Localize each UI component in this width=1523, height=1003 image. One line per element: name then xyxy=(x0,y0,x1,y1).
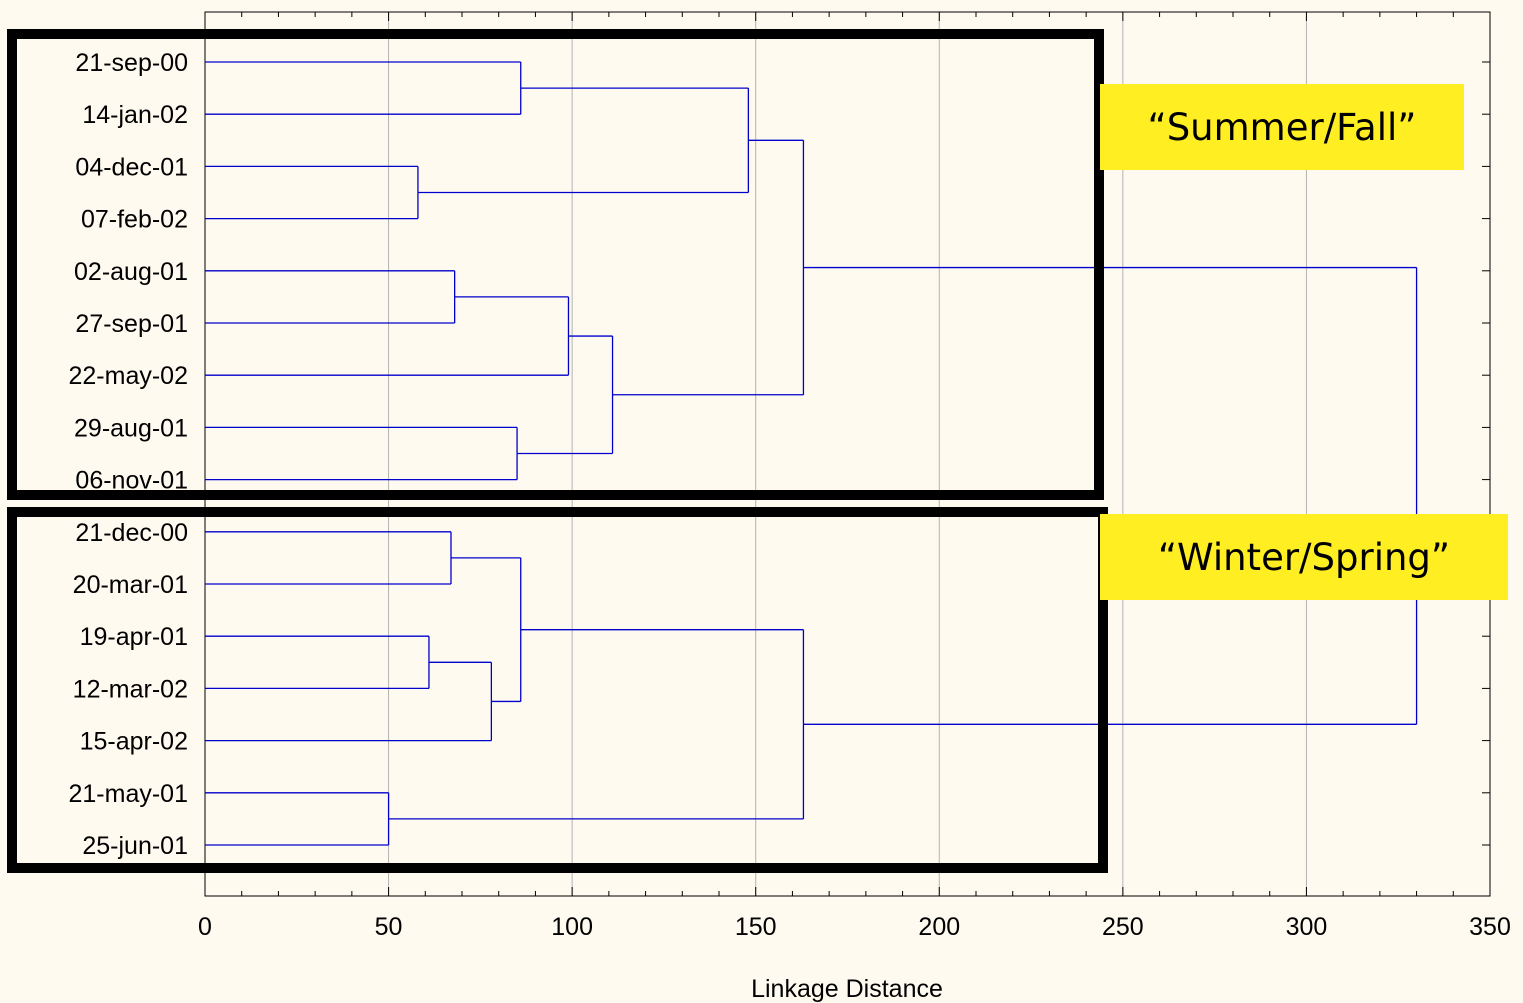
leaf-label: 21-may-01 xyxy=(69,780,189,808)
leaf-label: 19-apr-01 xyxy=(80,623,188,651)
cluster-label: “Summer/Fall” xyxy=(1148,106,1417,149)
leaf-label: 06-nov-01 xyxy=(75,467,188,495)
x-tick-label: 250 xyxy=(1102,913,1144,941)
dendrogram-branches xyxy=(205,61,1418,846)
leaf-label: 04-dec-01 xyxy=(75,153,188,181)
cluster-label-highlight xyxy=(1100,84,1464,170)
leaf-label: 07-feb-02 xyxy=(81,206,188,234)
leaf-label: 29-aug-01 xyxy=(74,414,188,442)
x-tick-label: 350 xyxy=(1469,913,1511,941)
leaf-label: 02-aug-01 xyxy=(74,258,188,286)
leaf-label: 21-sep-00 xyxy=(75,49,188,77)
leaf-label: 27-sep-01 xyxy=(75,310,188,338)
cluster-label: “Winter/Spring” xyxy=(1158,536,1450,579)
leaf-label: 22-may-02 xyxy=(69,362,189,390)
leaf-label: 12-mar-02 xyxy=(73,675,188,703)
cluster-box xyxy=(7,507,1108,873)
plot-frame xyxy=(204,11,1491,897)
x-tick-label: 150 xyxy=(735,913,777,941)
x-tick-label: 0 xyxy=(198,913,212,941)
leaf-label: 21-dec-00 xyxy=(75,519,188,547)
cluster-labels: “Summer/Fall” “Winter/Spring” xyxy=(1100,84,1508,600)
x-tick-label: 300 xyxy=(1286,913,1328,941)
leaf-label: 25-jun-01 xyxy=(82,832,188,860)
x-tick-label: 50 xyxy=(375,913,403,941)
leaf-label: 14-jan-02 xyxy=(82,101,188,129)
x-tick-label: 100 xyxy=(551,913,593,941)
cluster-label-highlight xyxy=(1100,514,1508,600)
cluster-boxes xyxy=(7,29,1108,873)
x-axis-tick-labels: 0 50 100 150 200 250 300 350 xyxy=(198,913,1511,941)
leaf-label: 15-apr-02 xyxy=(80,728,188,756)
x-axis-title: Linkage Distance xyxy=(751,975,943,1003)
cluster-box xyxy=(7,29,1104,500)
minor-ticks xyxy=(204,12,1491,896)
x-tick-label: 200 xyxy=(918,913,960,941)
leaf-label: 20-mar-01 xyxy=(73,571,188,599)
leaf-labels: 21-sep-00 14-jan-02 04-dec-01 07-feb-02 02-a… xyxy=(69,49,189,860)
